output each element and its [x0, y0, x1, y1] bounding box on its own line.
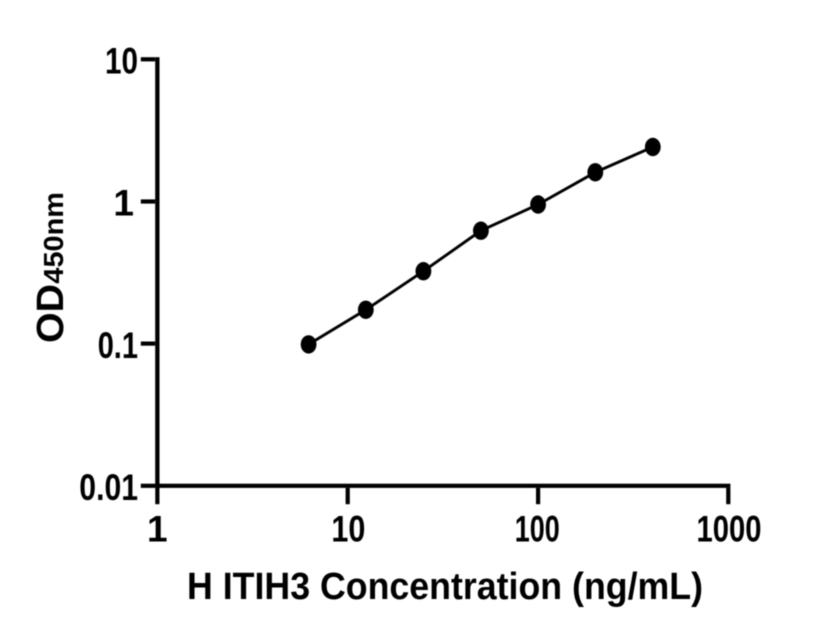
- svg-text:10: 10: [331, 509, 365, 550]
- svg-text:0.1: 0.1: [98, 325, 138, 366]
- svg-text:1: 1: [147, 509, 168, 550]
- svg-text:H ITIH3 Concentration (ng/mL): H ITIH3 Concentration (ng/mL): [187, 566, 703, 608]
- svg-text:100: 100: [515, 509, 560, 550]
- svg-text:450nm: 450nm: [38, 192, 69, 284]
- svg-text:1: 1: [113, 183, 134, 224]
- svg-text:0.01: 0.01: [79, 467, 138, 508]
- svg-text:OD: OD: [30, 284, 72, 343]
- svg-text:10: 10: [105, 41, 138, 82]
- svg-text:1000: 1000: [697, 509, 762, 550]
